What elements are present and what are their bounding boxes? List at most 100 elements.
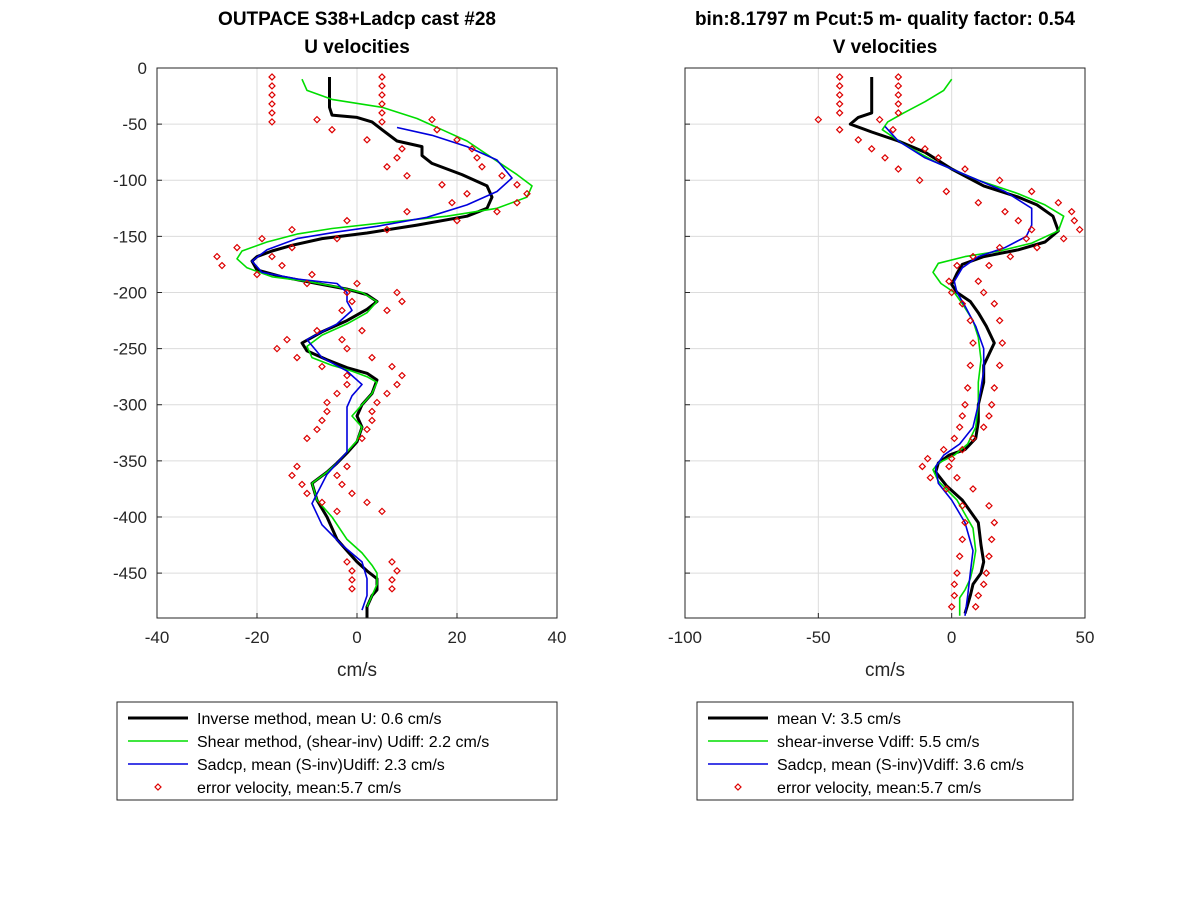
u-error-point-low (268, 73, 276, 81)
v-error-point-low (942, 485, 951, 493)
v-error-point-high (894, 82, 903, 90)
u-error-point-high (393, 380, 401, 389)
v-error-point-high (995, 316, 1004, 325)
u-error-point-high (378, 91, 386, 99)
u-error-point-high (453, 135, 461, 144)
u-error-point-high (388, 584, 396, 593)
v-error-point-low (1027, 225, 1036, 234)
u-error-point-high (383, 389, 391, 398)
v-error-point-low (1001, 207, 1009, 216)
u-error-point-high (523, 189, 531, 198)
v-error-point-low (923, 454, 932, 463)
v-error-point-high (958, 445, 967, 454)
u-y-tick-label: -50 (122, 115, 147, 134)
v-error-point-low (958, 501, 967, 510)
u-error-point-high (388, 558, 396, 566)
v-error-point-low (926, 473, 935, 482)
u-error-point-low (448, 198, 456, 207)
u-x-tick-label: -20 (245, 628, 270, 647)
u-series-line-0 (250, 77, 494, 618)
u-error-point-low (283, 335, 291, 344)
v-error-point-high (979, 580, 988, 589)
v-error-point-high (985, 261, 993, 270)
u-error-point-low (338, 306, 346, 315)
v-error-point-low (958, 412, 967, 420)
v-chart-subtitle: V velocities (833, 37, 938, 58)
v-error-point-low (894, 165, 903, 173)
u-error-point-low (303, 489, 311, 498)
v-error-point-high (990, 384, 999, 392)
v-error-point-low (854, 135, 863, 144)
v-error-point-low (974, 198, 983, 207)
u-error-point-high (498, 171, 506, 180)
v-error-point-high (961, 165, 969, 173)
v-error-point-high (1075, 225, 1084, 234)
u-error-point-low (318, 362, 326, 371)
v-error-point-low (947, 602, 956, 611)
u-error-point-low (328, 125, 336, 134)
v-error-point-low (881, 153, 889, 162)
u-error-point-low (403, 207, 411, 216)
u-velocity-panel: OUTPACE S38+Ladcp cast #28 U velocities … (113, 9, 567, 801)
u-x-tick-label: -40 (145, 628, 170, 647)
u-error-point-low (313, 115, 321, 124)
v-error-point-high (987, 535, 996, 544)
u-y-tick-label: -250 (113, 340, 147, 359)
v-error-point-high (969, 485, 977, 493)
u-error-point-high (513, 198, 521, 207)
v-axes-box (684, 67, 1086, 619)
v-error-point-low (942, 187, 951, 196)
v-error-point-high (995, 361, 1004, 370)
v-error-point-low (963, 384, 972, 392)
u-error-point-low (383, 162, 391, 171)
u-x-tick-label: 20 (448, 628, 467, 647)
u-y-tick-label: -350 (113, 452, 147, 471)
u-error-point-high (358, 434, 366, 443)
u-legend-box (116, 701, 558, 801)
u-error-point-high (278, 261, 286, 270)
v-error-point-low (814, 115, 823, 124)
v-x-tick-label: -50 (806, 628, 831, 647)
v-error-point-high (987, 400, 996, 409)
v-x-tick-label: 0 (947, 628, 956, 647)
u-error-point-low (313, 326, 321, 335)
v-error-point-high (985, 501, 993, 510)
v-error-point-low (955, 423, 964, 432)
u-error-point-low (463, 189, 471, 198)
u-error-point-high (378, 118, 386, 126)
u-error-point-low (393, 153, 401, 162)
u-error-point-low (323, 407, 331, 416)
u-error-point-high (368, 416, 376, 425)
v-error-point-low (950, 434, 959, 443)
u-error-point-high (363, 425, 371, 434)
u-error-point-high (308, 270, 316, 279)
v-error-point-low (835, 82, 844, 90)
u-error-point-low (298, 480, 306, 489)
v-error-point-low (867, 144, 876, 153)
v-error-point-high (894, 91, 903, 99)
u-error-point-high (398, 297, 406, 306)
u-error-point-low (438, 180, 446, 189)
u-error-point-high (383, 225, 391, 234)
v-error-point-high (953, 473, 961, 482)
v-series-line-2 (884, 125, 1033, 616)
u-error-point-low (268, 109, 276, 117)
u-x-tick-label: 40 (548, 628, 567, 647)
v-error-point-low (835, 125, 844, 134)
v-error-point-high (1070, 216, 1079, 225)
u-error-point-low (318, 416, 326, 425)
u-error-point-high (378, 109, 386, 117)
v-error-point-high (974, 591, 983, 600)
u-error-point-high (368, 407, 376, 416)
v-error-point-low (958, 535, 967, 544)
v-legend-label-3: error velocity, mean:5.7 cm/s (777, 780, 981, 797)
u-error-point-high (368, 353, 376, 362)
v-series-line-1 (881, 78, 1065, 616)
v-error-point-high (971, 602, 980, 611)
u-error-point-low (218, 261, 226, 270)
u-error-point-high (333, 234, 341, 243)
v-error-point-low (961, 400, 969, 409)
v-error-point-high (979, 288, 988, 297)
v-error-point-low (918, 462, 927, 471)
